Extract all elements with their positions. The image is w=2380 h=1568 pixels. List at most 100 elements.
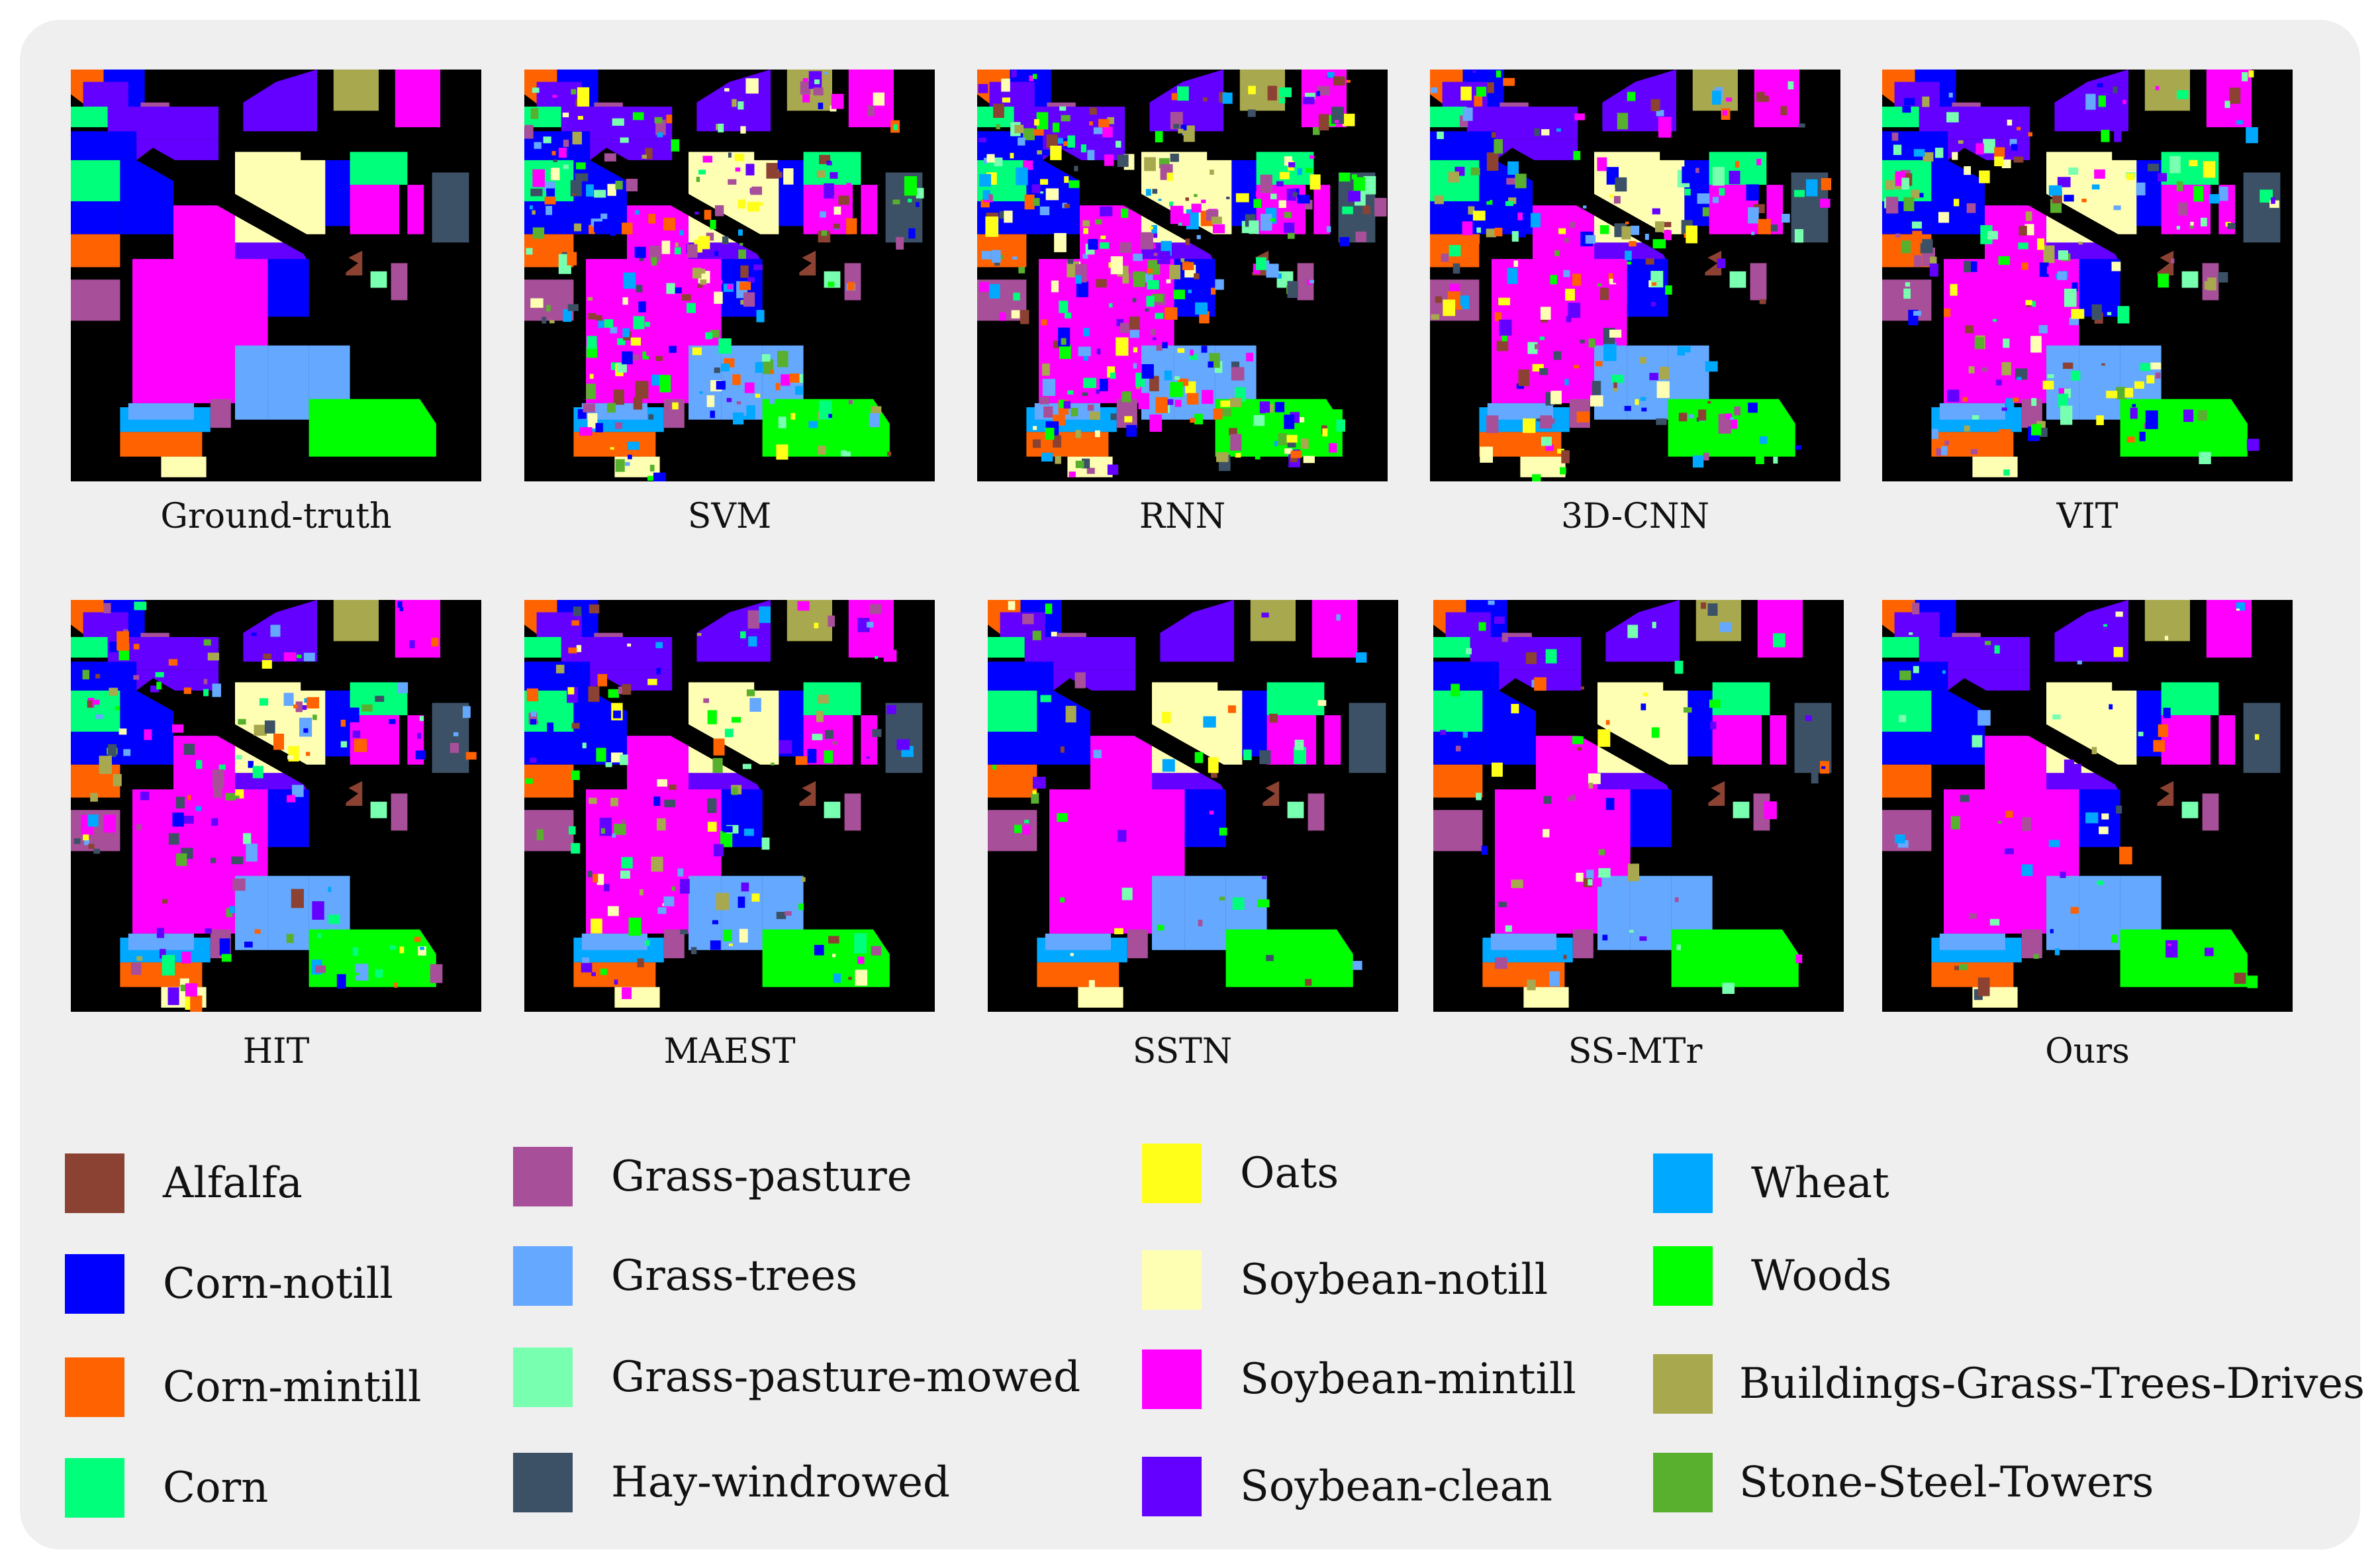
noise-pixel [739, 928, 748, 943]
class-region [276, 70, 317, 132]
noise-pixel [2138, 732, 2144, 736]
noise-pixel [389, 945, 397, 950]
noise-pixel [1095, 219, 1102, 224]
noise-pixel [2060, 405, 2073, 425]
noise-pixel [567, 687, 575, 695]
noise-pixel [1494, 957, 1507, 969]
noise-pixel [1116, 318, 1124, 326]
noise-pixel [82, 669, 89, 680]
noise-pixel [1088, 980, 1095, 989]
noise-pixel [431, 638, 439, 647]
noise-pixel [1075, 326, 1082, 334]
noise-pixel [575, 173, 589, 181]
noise-pixel [2060, 871, 2066, 878]
noise-pixel [1697, 193, 1710, 204]
noise-pixel [1635, 399, 1639, 405]
class-region [721, 345, 763, 420]
noise-pixel [263, 913, 267, 918]
noise-pixel [1613, 387, 1618, 392]
noise-pixel [1599, 287, 1609, 301]
noise-pixel [1964, 166, 1972, 175]
noise-pixel [664, 799, 675, 808]
noise-pixel [1507, 268, 1518, 284]
noise-pixel [1014, 824, 1022, 834]
noise-pixel [2126, 173, 2135, 180]
noise-pixel [1719, 622, 1732, 632]
noise-pixel [193, 788, 202, 800]
class-region [1349, 703, 1386, 773]
legend-swatch [513, 1246, 573, 1306]
noise-pixel [747, 647, 752, 652]
noise-pixel [626, 178, 638, 191]
noise-pixel [1627, 624, 1639, 638]
noise-pixel [1564, 238, 1569, 243]
noise-pixel [2011, 144, 2018, 151]
noise-pixel [2153, 740, 2165, 752]
noise-pixel [1570, 222, 1576, 228]
noise-pixel [1164, 370, 1172, 381]
noise-pixel [634, 246, 646, 258]
legend-label: Alfalfa [163, 1159, 303, 1208]
noise-pixel [409, 640, 415, 649]
legend-label: Soybean-clean [1240, 1462, 1552, 1511]
noise-pixel [1102, 317, 1116, 330]
noise-pixel [546, 206, 553, 215]
class-region [1430, 106, 1467, 128]
noise-pixel [1119, 322, 1130, 333]
noise-pixel [2028, 132, 2033, 137]
noise-pixel [1277, 105, 1282, 109]
noise-pixel [887, 452, 892, 456]
noise-pixel [2017, 126, 2021, 130]
noise-pixel [1347, 79, 1351, 83]
noise-pixel [1215, 279, 1224, 290]
noise-pixel [1540, 307, 1551, 320]
noise-pixel [254, 929, 261, 934]
noise-pixel [462, 706, 471, 718]
noise-pixel [908, 228, 916, 239]
noise-pixel [283, 693, 294, 707]
noise-pixel [563, 164, 569, 170]
noise-pixel [671, 886, 675, 891]
noise-pixel [1944, 308, 1951, 317]
noise-pixel [1014, 211, 1025, 225]
noise-pixel [1114, 928, 1123, 934]
noise-pixel [1480, 446, 1494, 463]
noise-pixel [162, 899, 168, 904]
class-region [1750, 263, 1767, 301]
noise-pixel [1088, 238, 1098, 250]
noise-pixel [1145, 308, 1149, 312]
noise-pixel [706, 232, 714, 241]
noise-pixel [1712, 197, 1719, 203]
noise-pixel [2099, 826, 2109, 834]
noise-pixel [172, 724, 184, 733]
noise-pixel [877, 648, 886, 654]
noise-pixel [1443, 299, 1456, 317]
noise-pixel [591, 918, 602, 934]
class-region [524, 106, 561, 128]
noise-pixel [1574, 113, 1585, 121]
noise-pixel [672, 402, 679, 410]
noise-pixel [1912, 230, 1923, 244]
noise-pixel [1052, 122, 1060, 132]
noise-pixel [355, 973, 359, 975]
noise-pixel [577, 87, 590, 107]
noise-pixel [1567, 373, 1576, 384]
noise-pixel [567, 252, 577, 266]
figure-panel: Ground-truth SVM RNN 3D-CNN VIT HIT MAES… [20, 20, 2365, 1549]
noise-pixel [707, 798, 717, 813]
noise-pixel [123, 749, 131, 756]
noise-pixel [1903, 288, 1911, 299]
noise-pixel [1625, 250, 1632, 261]
class-region [1794, 703, 1832, 773]
class-region [2181, 801, 2199, 818]
noise-pixel [1605, 720, 1610, 725]
noise-pixel [1300, 438, 1309, 449]
noise-pixel [2103, 624, 2107, 627]
noise-pixel [1164, 307, 1178, 320]
noise-pixel [529, 205, 533, 210]
noise-pixel [544, 197, 556, 205]
noise-pixel [1549, 971, 1560, 987]
noise-pixel [1129, 330, 1140, 338]
noise-pixel [594, 189, 606, 198]
noise-pixel [244, 942, 253, 948]
